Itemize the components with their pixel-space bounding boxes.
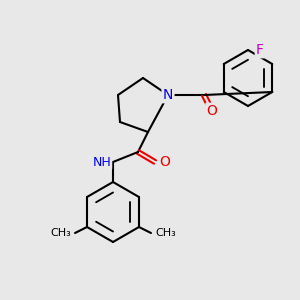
Text: CH₃: CH₃	[155, 228, 176, 238]
Text: O: O	[159, 155, 170, 169]
Text: F: F	[256, 43, 264, 57]
Text: O: O	[207, 104, 218, 118]
Text: N: N	[163, 88, 173, 102]
Text: NH: NH	[92, 155, 111, 169]
Text: CH₃: CH₃	[50, 228, 71, 238]
